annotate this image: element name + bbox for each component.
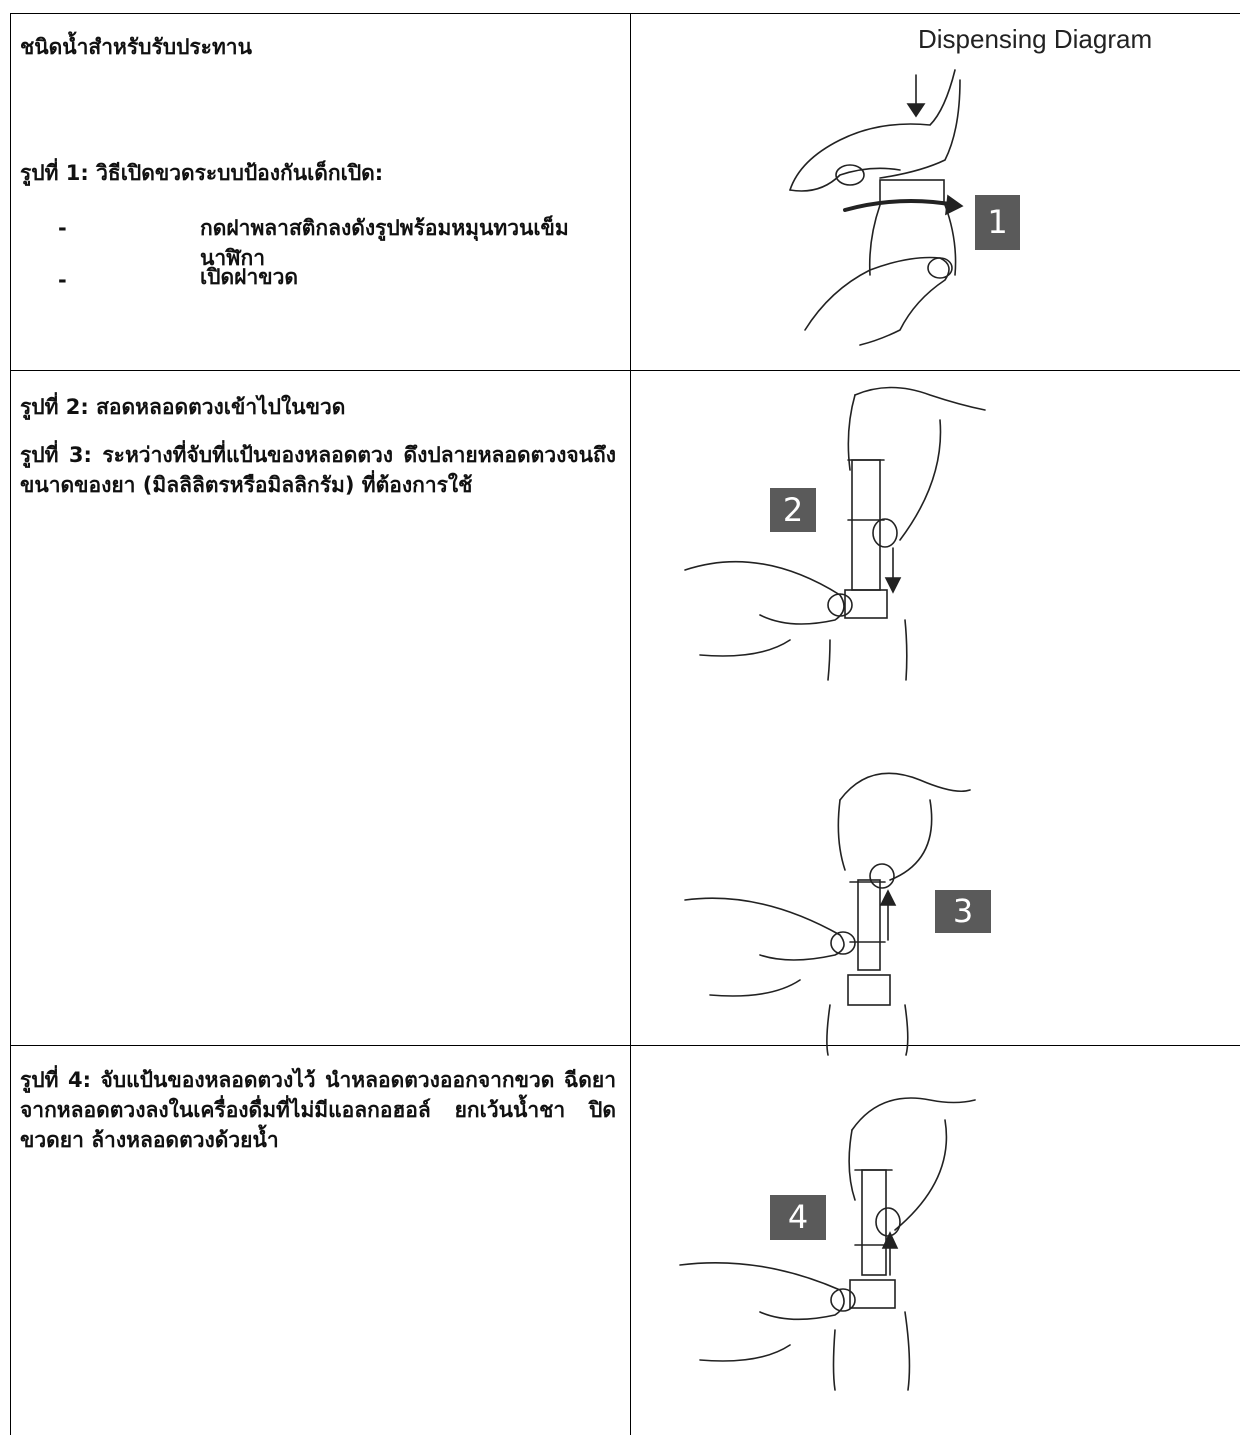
table-frame [10, 13, 1240, 1435]
step-text: กดฝาพลาสติกลงดังรูปพร้อมหมุนทวนเข็มนาฬิก… [200, 216, 569, 270]
paragraph: รูปที่ 1: วิธีเปิดขวดระบบป้องกันเด็กเปิด… [20, 161, 384, 185]
step-text: เปิดฝาขวด [200, 265, 299, 289]
column-divider [630, 13, 631, 1435]
paragraph: รูปที่ 2: สอดหลอดตวงเข้าไปในขวด [20, 395, 346, 419]
bullet: - [58, 216, 67, 240]
heading: ชนิดน้ำสำหรับรับประทาน [20, 35, 252, 59]
row-divider [10, 1045, 1240, 1046]
figure-2-drawing [684, 386, 986, 681]
figure-number: 1 [975, 195, 1020, 250]
figure-4-drawing [679, 1097, 976, 1391]
figure-number: 4 [770, 1195, 826, 1240]
bullet: - [58, 268, 67, 292]
diagram-title: Dispensing Diagram [918, 24, 1153, 54]
paragraph: รูปที่ 4: จับแป้นของหลอดตวงไว้ นำหลอดตวง… [20, 1068, 616, 1152]
figure-1-drawing [789, 69, 964, 346]
row-divider [10, 370, 1240, 371]
figure-3-drawing [684, 772, 971, 1056]
figure-number: 3 [935, 890, 991, 933]
paragraph: รูปที่ 3: ระหว่างที่จับที่แป้นของหลอดตวง… [20, 443, 616, 497]
figure-number: 2 [770, 488, 816, 532]
